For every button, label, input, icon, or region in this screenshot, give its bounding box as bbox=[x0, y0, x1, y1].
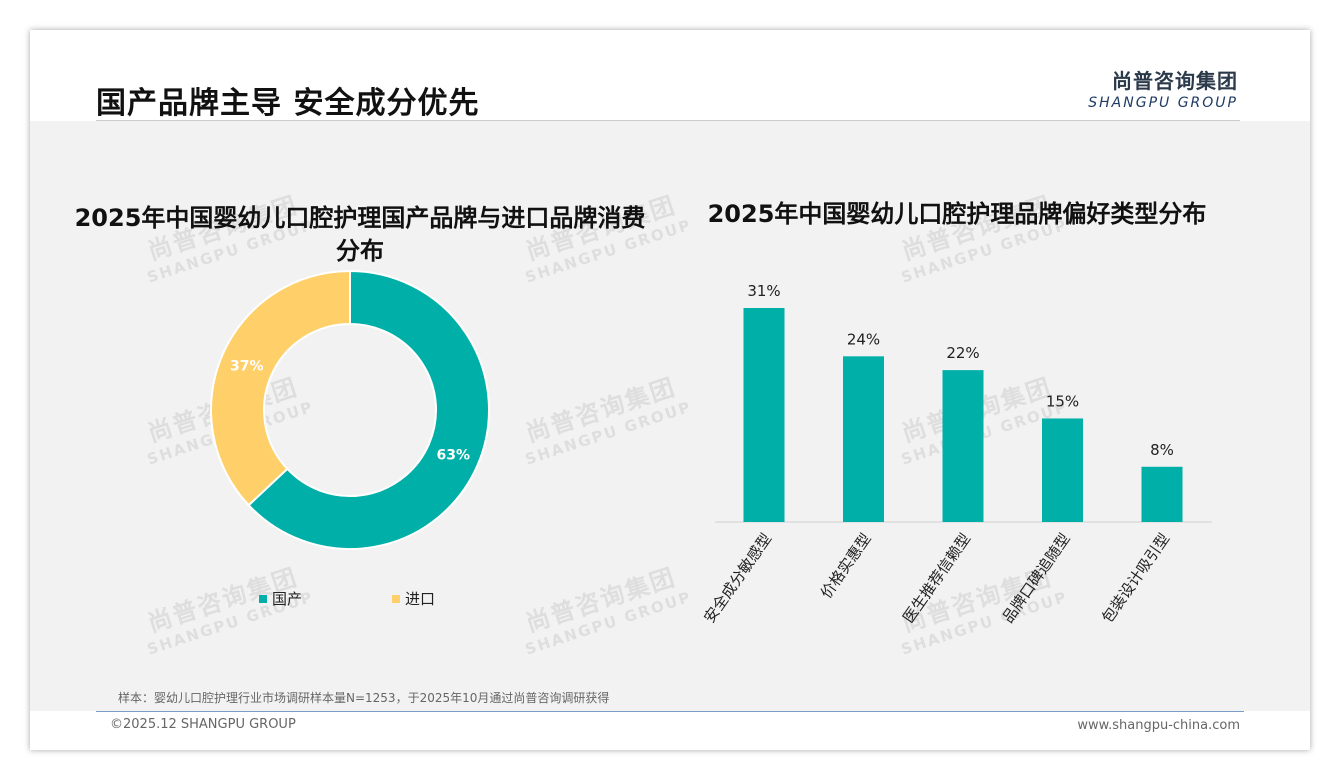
legend-item-domestic: 国产 bbox=[259, 588, 302, 609]
company-logo: 尚普咨询集团 SHANGPU GROUP bbox=[1086, 65, 1238, 111]
x-tick-label: 医生推荐信赖型 bbox=[899, 530, 974, 626]
slide: 国产品牌主导 安全成分优先 尚普咨询集团 SHANGPU GROUP 尚普咨询集… bbox=[30, 30, 1310, 750]
footer-divider bbox=[96, 711, 1244, 712]
bar bbox=[1042, 418, 1083, 522]
footer bbox=[30, 712, 1310, 750]
logo-text-en: SHANGPU GROUP bbox=[1088, 95, 1238, 111]
sample-note: 样本：婴幼儿口腔护理行业市场调研样本量N=1253，于2025年10月通过尚普咨… bbox=[118, 691, 610, 705]
legend-label: 国产 bbox=[272, 590, 303, 608]
copyright-text: ©2025.12 SHANGPU GROUP bbox=[110, 717, 296, 732]
legend-swatch-teal bbox=[259, 594, 267, 603]
bar bbox=[942, 370, 984, 522]
website-link[interactable]: www.shangpu-china.com bbox=[1077, 718, 1240, 733]
bar-data-label: 22% bbox=[946, 344, 979, 362]
legend-swatch-yellow bbox=[392, 594, 400, 603]
bar bbox=[843, 356, 884, 522]
bar bbox=[743, 308, 785, 522]
bar bbox=[1141, 466, 1183, 522]
bar-data-label: 24% bbox=[847, 330, 880, 348]
bar-data-label: 8% bbox=[1150, 441, 1174, 459]
donut-data-label: 37% bbox=[230, 358, 264, 374]
x-tick-label: 品牌口碑追随型 bbox=[999, 530, 1074, 626]
x-tick-label: 价格实惠型 bbox=[817, 530, 875, 602]
legend-item-imported: 进口 bbox=[392, 588, 435, 609]
donut-slice-2 bbox=[210, 269, 351, 507]
x-tick-label: 安全成分敏感型 bbox=[700, 530, 775, 626]
charts-canvas: 63% 37% 31% 安全成分敏感型 24% 价格实惠型 22% 医生推荐信赖型 15% 品牌口… bbox=[210, 269, 1212, 626]
x-tick-label: 包装设计吸引型 bbox=[1098, 530, 1173, 626]
page-title: 国产品牌主导 安全成分优先 bbox=[96, 86, 480, 121]
header-divider bbox=[96, 120, 1240, 121]
legend-label: 进口 bbox=[405, 590, 436, 608]
donut-title-line2: 分布 bbox=[336, 237, 384, 265]
donut-chart-title: 2025年中国婴幼儿口腔护理国产品牌与进口品牌消费 分布 bbox=[40, 202, 680, 268]
bar-data-label: 15% bbox=[1046, 392, 1079, 410]
donut-slice-1 bbox=[247, 269, 490, 550]
bar-data-label: 31% bbox=[747, 282, 780, 300]
donut-data-label: 63% bbox=[436, 448, 470, 464]
bar-chart-title: 2025年中国婴幼儿口腔护理品牌偏好类型分布 bbox=[707, 200, 1207, 228]
logo-text-cn: 尚普咨询集团 bbox=[1112, 69, 1238, 93]
donut-title-line1: 2025年中国婴幼儿口腔护理国产品牌与进口品牌消费 bbox=[74, 204, 646, 232]
